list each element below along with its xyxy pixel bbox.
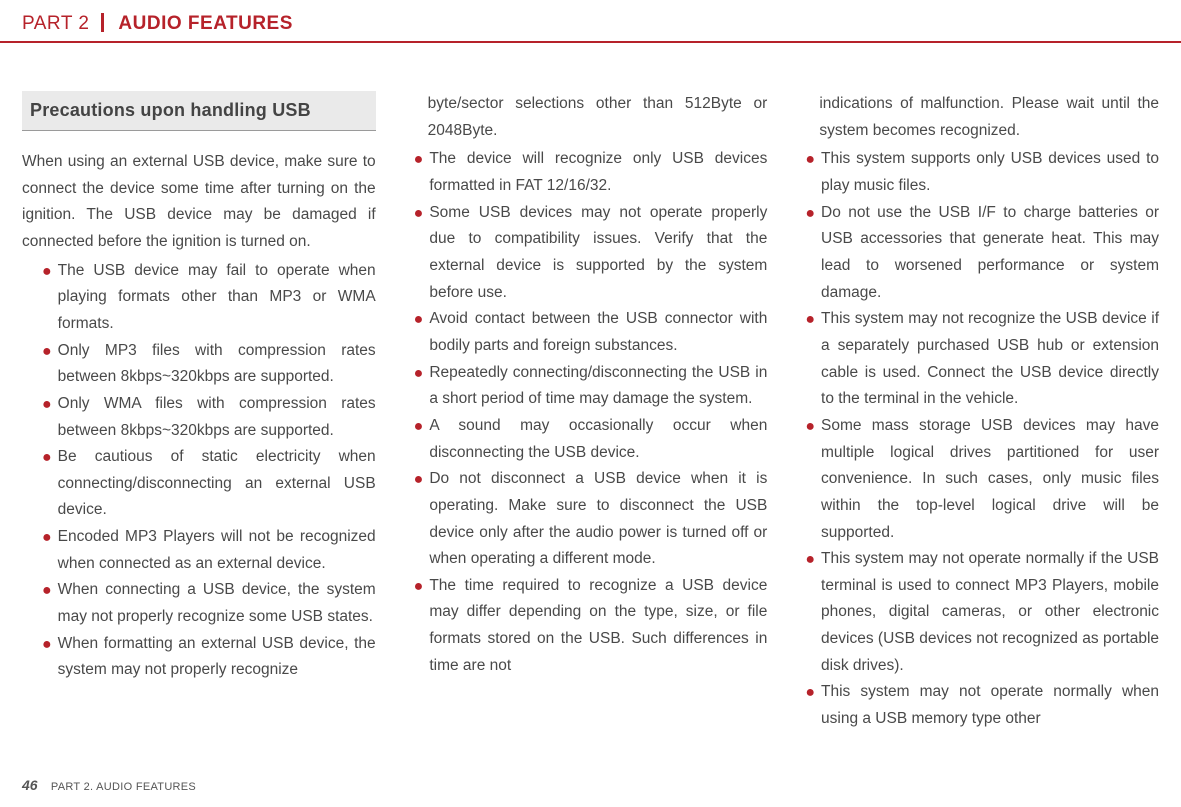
list-item: ●This system may not recognize the USB d…	[805, 306, 1159, 413]
bullet-icon: ●	[805, 200, 815, 307]
intro-paragraph: When using an external USB device, make …	[22, 149, 376, 256]
bullet-text: Only WMA files with compression rates be…	[58, 391, 376, 444]
bullet-text: Repeatedly connecting/disconnecting the …	[429, 360, 767, 413]
bullet-icon: ●	[805, 546, 815, 679]
header-title: AUDIO FEATURES	[118, 13, 292, 35]
page-footer: 46 PART 2. AUDIO FEATURES	[22, 777, 196, 793]
continuation-text: byte/sector selections other than 512Byt…	[414, 91, 768, 144]
bullet-text: Do not disconnect a USB device when it i…	[429, 466, 767, 573]
bullet-text: Encoded MP3 Players will not be recogniz…	[58, 524, 376, 577]
list-item: ●The device will recognize only USB devi…	[414, 146, 768, 199]
column-3: indications of malfunction. Please wait …	[805, 91, 1159, 733]
bullet-icon: ●	[414, 413, 424, 466]
section-title: Precautions upon handling USB	[22, 91, 376, 131]
bullet-text: Avoid contact between the USB connector …	[429, 306, 767, 359]
list-item: ●Only MP3 files with compression rates b…	[22, 338, 376, 391]
bullet-text: This system may not operate normally if …	[821, 546, 1159, 679]
list-item: ●Do not disconnect a USB device when it …	[414, 466, 768, 573]
column-2: byte/sector selections other than 512Byt…	[414, 91, 768, 733]
bullet-icon: ●	[42, 338, 52, 391]
bullet-icon: ●	[414, 573, 424, 680]
list-item: ●This system may not operate normally wh…	[805, 679, 1159, 732]
bullet-icon: ●	[414, 306, 424, 359]
bullet-icon: ●	[414, 146, 424, 199]
list-item: ●Avoid contact between the USB connector…	[414, 306, 768, 359]
bullet-icon: ●	[414, 200, 424, 307]
list-item: ●This system supports only USB devices u…	[805, 146, 1159, 199]
list-item: ●The time required to recognize a USB de…	[414, 573, 768, 680]
bullet-text: Only MP3 files with compression rates be…	[58, 338, 376, 391]
column-1: Precautions upon handling USB When using…	[22, 91, 376, 733]
part-label: PART 2	[22, 13, 89, 35]
bullet-text: Be cautious of static electricity when c…	[58, 444, 376, 524]
list-item: ●This system may not operate normally if…	[805, 546, 1159, 679]
bullet-text: A sound may occasionally occur when disc…	[429, 413, 767, 466]
list-item: ●The USB device may fail to operate when…	[22, 258, 376, 338]
bullet-icon: ●	[414, 466, 424, 573]
list-item: ●Some mass storage USB devices may have …	[805, 413, 1159, 546]
list-item: ●Do not use the USB I/F to charge batter…	[805, 200, 1159, 307]
bullet-icon: ●	[805, 413, 815, 546]
bullet-text: This system may not operate normally whe…	[821, 679, 1159, 732]
bullet-icon: ●	[414, 360, 424, 413]
bullet-icon: ●	[42, 631, 52, 684]
bullet-icon: ●	[42, 391, 52, 444]
list-item: ●Only WMA files with compression rates b…	[22, 391, 376, 444]
bullet-text: The time required to recognize a USB dev…	[429, 573, 767, 680]
content-columns: Precautions upon handling USB When using…	[0, 43, 1181, 733]
bullet-icon: ●	[42, 577, 52, 630]
list-item: ●Repeatedly connecting/disconnecting the…	[414, 360, 768, 413]
bullet-icon: ●	[42, 258, 52, 338]
page: PART 2 AUDIO FEATURES Precautions upon h…	[0, 0, 1181, 807]
bullet-icon: ●	[805, 146, 815, 199]
list-item: ●Be cautious of static electricity when …	[22, 444, 376, 524]
bullet-text: When formatting an external USB device, …	[58, 631, 376, 684]
list-item: ●When formatting an external USB device,…	[22, 631, 376, 684]
list-item: ●When connecting a USB device, the syste…	[22, 577, 376, 630]
bullet-text: Some mass storage USB devices may have m…	[821, 413, 1159, 546]
bullet-text: The device will recognize only USB devic…	[429, 146, 767, 199]
list-item: ●Some USB devices may not operate proper…	[414, 200, 768, 307]
bullet-icon: ●	[42, 524, 52, 577]
bullet-text: This system may not recognize the USB de…	[821, 306, 1159, 413]
bullet-text: When connecting a USB device, the system…	[58, 577, 376, 630]
bullet-icon: ●	[805, 306, 815, 413]
header-divider-icon	[101, 13, 104, 32]
bullet-text: Do not use the USB I/F to charge batteri…	[821, 200, 1159, 307]
continuation-text: indications of malfunction. Please wait …	[805, 91, 1159, 144]
list-item: ●Encoded MP3 Players will not be recogni…	[22, 524, 376, 577]
page-header: PART 2 AUDIO FEATURES	[0, 0, 1181, 41]
bullet-text: This system supports only USB devices us…	[821, 146, 1159, 199]
page-number: 46	[22, 777, 38, 793]
footer-text: PART 2. AUDIO FEATURES	[51, 781, 196, 793]
bullet-text: Some USB devices may not operate properl…	[429, 200, 767, 307]
bullet-text: The USB device may fail to operate when …	[58, 258, 376, 338]
bullet-icon: ●	[805, 679, 815, 732]
list-item: ●A sound may occasionally occur when dis…	[414, 413, 768, 466]
bullet-icon: ●	[42, 444, 52, 524]
